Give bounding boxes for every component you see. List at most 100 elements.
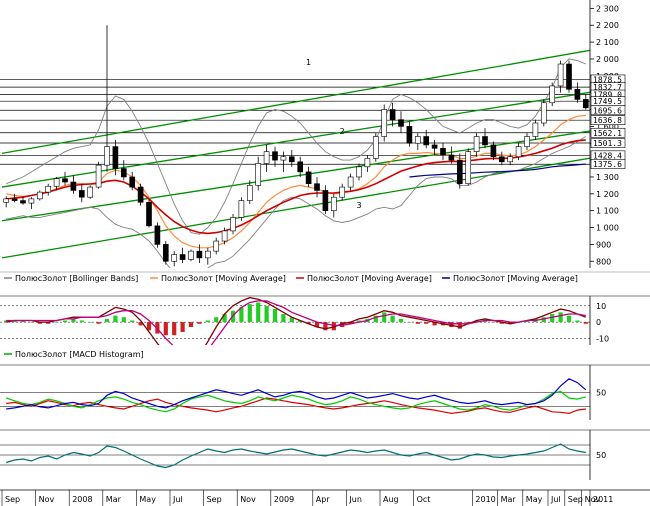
macd-histogram-bar	[239, 307, 244, 323]
price-tick-label: 2 200	[596, 21, 619, 30]
candle	[524, 136, 530, 147]
candle	[507, 156, 514, 163]
price-tick-label: 1 300	[596, 173, 619, 182]
candle	[540, 102, 547, 124]
candle	[179, 254, 186, 260]
candle	[95, 164, 102, 188]
candle	[330, 196, 337, 211]
macd-histogram-bar	[71, 318, 76, 323]
macd-histogram-bar	[474, 320, 479, 323]
candle	[62, 178, 68, 183]
candle	[129, 176, 136, 188]
candle	[406, 126, 413, 144]
macd-histogram-bar	[449, 322, 454, 328]
channel-label: 3	[356, 201, 361, 210]
x-tick-label: Jul	[550, 495, 561, 504]
x-tick-label: Apr	[316, 495, 331, 504]
candle	[28, 198, 35, 204]
macd-histogram-bar	[491, 322, 496, 323]
candle	[498, 156, 505, 163]
macd-histogram-bar	[550, 313, 555, 323]
macd-tick-label: 0	[596, 318, 601, 327]
moving-average-red-line	[6, 139, 586, 235]
macd-histogram-bar	[331, 322, 336, 331]
macd-histogram-bar	[256, 302, 261, 323]
candle	[146, 201, 152, 227]
candle	[448, 154, 455, 161]
candle	[171, 254, 178, 262]
candle	[36, 191, 43, 200]
macd-histogram-bar	[466, 322, 471, 324]
candle	[196, 250, 203, 259]
x-tick-label: Jul	[172, 495, 183, 504]
macd-histogram-bar	[398, 318, 404, 323]
level-value-label: 1501.3	[593, 139, 622, 148]
candle	[70, 181, 77, 191]
macd-histogram-bar	[54, 322, 59, 323]
price-tick-label: 1 200	[596, 190, 619, 199]
macd-histogram-bar	[424, 322, 429, 324]
x-tick-label: Nov	[240, 495, 256, 504]
macd-histogram-bar	[281, 313, 286, 323]
candle	[322, 190, 329, 211]
level-value-box	[590, 115, 626, 125]
x-tick-label: 2010	[475, 495, 495, 504]
candle	[87, 186, 94, 198]
candle	[305, 171, 312, 185]
x-tick-label: Oct	[417, 495, 431, 504]
macd-histogram-bar	[247, 304, 252, 323]
macd-tick-label: 10	[596, 302, 606, 311]
candle	[162, 244, 169, 262]
candle	[3, 198, 10, 203]
price-plot	[1, 25, 590, 268]
level-value-label: 1789.0	[593, 91, 622, 100]
x-tick-label: 2008	[72, 495, 92, 504]
macd-histogram-bar	[524, 320, 530, 323]
macd-histogram-bar	[180, 322, 185, 332]
macd-histogram-bar	[104, 318, 110, 323]
candle	[204, 250, 211, 259]
signal-line	[6, 300, 586, 345]
bollinger-upper-line	[6, 58, 586, 235]
level-value-label: 1428.4	[593, 151, 622, 160]
macd-histogram-bar	[289, 317, 294, 323]
macd-histogram-bar	[499, 322, 504, 324]
level-value-box	[590, 159, 626, 170]
x-tick-label: Aug	[383, 495, 399, 504]
macd-histogram-bar	[79, 320, 84, 323]
macd-histogram-bar	[12, 320, 17, 323]
osc-red-line	[6, 397, 586, 415]
candle	[45, 185, 52, 193]
macd-histogram-bar	[20, 320, 26, 323]
candle	[339, 186, 346, 198]
macd-tick-label: -10	[596, 334, 609, 343]
macd-histogram-bar	[88, 322, 93, 323]
candle	[465, 151, 472, 185]
price-tick-label: 900	[596, 240, 611, 249]
candle	[473, 136, 480, 152]
macd-histogram-bar	[172, 322, 177, 336]
macd-histogram-bar	[508, 322, 513, 324]
legend-label: ПолюсЗолот [Moving Average]	[161, 274, 286, 283]
moving-average-orange-line	[6, 114, 586, 249]
macd-histogram-bar	[575, 320, 580, 323]
candle	[137, 186, 144, 203]
osc-blue-line	[6, 378, 587, 410]
macd-histogram-bar	[96, 322, 101, 324]
macd-histogram-bar	[188, 322, 194, 328]
candle	[263, 151, 270, 164]
level-value-label: 1832.7	[593, 83, 622, 92]
price-tick-label: 2 100	[596, 38, 619, 47]
macd-histogram-bar	[390, 315, 395, 323]
candle	[356, 166, 362, 178]
price-tick-label: 2 300	[596, 4, 619, 13]
macd-histogram-bar	[340, 322, 345, 328]
candle	[398, 119, 404, 127]
macd-histogram-bar	[163, 322, 168, 336]
candle	[255, 163, 262, 186]
candle	[20, 200, 26, 204]
macd-histogram-bar	[583, 322, 588, 324]
candle	[490, 144, 497, 158]
x-tick-label: Mar	[106, 495, 122, 504]
candle	[104, 146, 110, 166]
